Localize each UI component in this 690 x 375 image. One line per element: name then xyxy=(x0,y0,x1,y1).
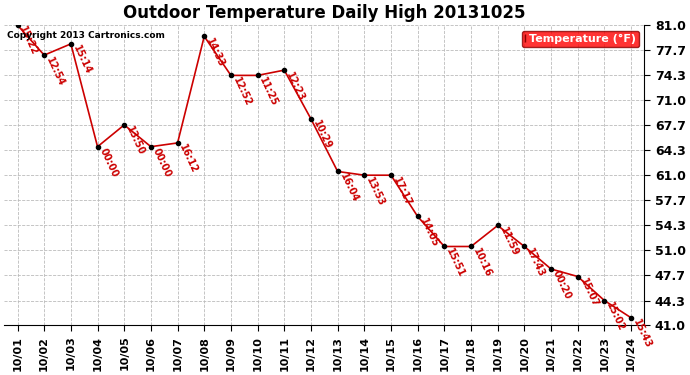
Text: 15:51: 15:51 xyxy=(444,246,466,279)
Text: 15:14: 15:14 xyxy=(71,44,93,76)
Text: 14:05: 14:05 xyxy=(417,216,440,249)
Title: Outdoor Temperature Daily High 20131025: Outdoor Temperature Daily High 20131025 xyxy=(123,4,526,22)
Text: 00:20: 00:20 xyxy=(551,269,573,302)
Text: 15:22: 15:22 xyxy=(17,25,39,57)
Text: 11:59: 11:59 xyxy=(497,225,520,258)
Text: 16:04: 16:04 xyxy=(337,171,359,204)
Text: 16:12: 16:12 xyxy=(177,143,199,175)
Legend: Temperature (°F): Temperature (°F) xyxy=(522,31,639,47)
Text: 14:33: 14:33 xyxy=(204,36,226,69)
Text: 10:29: 10:29 xyxy=(311,119,333,151)
Text: 00:00: 00:00 xyxy=(151,147,173,179)
Text: 17:17: 17:17 xyxy=(391,175,413,207)
Text: 15:43: 15:43 xyxy=(631,318,653,350)
Text: 12:23: 12:23 xyxy=(284,70,306,102)
Text: 15:07: 15:07 xyxy=(578,276,600,309)
Text: 13:53: 13:53 xyxy=(364,175,386,207)
Text: 10:16: 10:16 xyxy=(471,246,493,279)
Text: 00:00: 00:00 xyxy=(97,147,119,179)
Text: 15:02: 15:02 xyxy=(604,300,627,333)
Text: 12:52: 12:52 xyxy=(231,75,253,108)
Text: 11:25: 11:25 xyxy=(257,75,279,108)
Text: 12:54: 12:54 xyxy=(44,55,66,87)
Text: Copyright 2013 Cartronics.com: Copyright 2013 Cartronics.com xyxy=(8,31,165,40)
Text: 13:50: 13:50 xyxy=(124,125,146,157)
Text: 17:43: 17:43 xyxy=(524,246,546,279)
